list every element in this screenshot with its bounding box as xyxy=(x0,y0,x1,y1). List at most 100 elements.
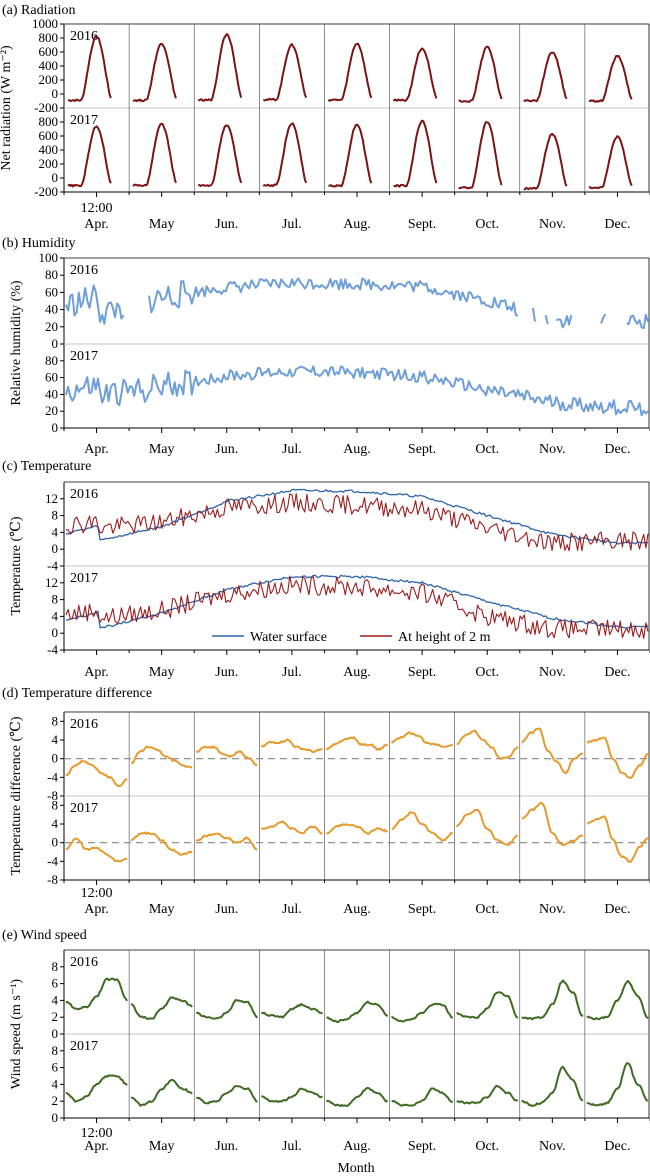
humidity-line-2016 xyxy=(148,277,519,317)
radiation-line-2017-Jul. xyxy=(262,122,308,188)
panel-title-e: (e) Wind speed xyxy=(2,928,87,943)
month-label-6: Oct. xyxy=(475,442,499,457)
month-label-3: Jul. xyxy=(282,1139,302,1154)
d-line-2016-Nov. xyxy=(521,727,583,774)
x-axis-label: Month xyxy=(337,1161,374,1176)
year-label-2017: 2017 xyxy=(70,571,98,586)
month-label-1: May xyxy=(149,217,175,232)
y-tick-label: -8 xyxy=(47,788,58,803)
e-line-2016-Oct. xyxy=(456,991,519,1019)
y-tick-label: 12 xyxy=(45,491,58,506)
y-axis-label-a: Net radiation (W m⁻²) xyxy=(0,45,14,171)
humidity-line-2016 xyxy=(544,314,549,325)
radiation-line-2016-Apr. xyxy=(67,35,112,102)
month-label-1: May xyxy=(149,1139,175,1154)
year-label-2016: 2016 xyxy=(70,29,98,44)
noon-label: 12:00 xyxy=(81,1126,113,1141)
month-label-4: Aug. xyxy=(343,442,371,457)
y-tick-label: 6 xyxy=(52,976,59,991)
y-tick-label: 0 xyxy=(52,751,59,766)
humidity-line-2016 xyxy=(626,313,649,330)
month-label-4: Aug. xyxy=(343,217,371,232)
month-label-6: Oct. xyxy=(475,217,499,232)
e-line-2017-Aug. xyxy=(326,1087,389,1107)
humidity-line-2017 xyxy=(65,365,649,417)
e-line-2017-Jul. xyxy=(261,1087,323,1103)
y-tick-label: 80 xyxy=(45,353,58,368)
y-tick-label: 40 xyxy=(45,386,58,401)
month-label-8: Dec. xyxy=(604,442,630,457)
y-axis-label-b: Relative humidity (%) xyxy=(9,280,24,406)
e-line-2016-Aug. xyxy=(326,1000,389,1024)
month-label-1: May xyxy=(149,442,175,457)
month-label-2: Jun. xyxy=(215,665,238,680)
month-label-7: Nov. xyxy=(539,902,566,917)
d-line-2016-Dec. xyxy=(586,736,649,779)
year-label-2017: 2017 xyxy=(70,801,98,816)
d-line-2016-Jun. xyxy=(195,745,258,767)
y-tick-label: 8 xyxy=(52,713,59,728)
d-line-2017-Nov. xyxy=(521,801,583,847)
radiation-line-2017-Nov. xyxy=(523,132,568,191)
y-tick-label: 0 xyxy=(52,86,59,101)
month-label-1: May xyxy=(149,665,175,680)
y-tick-label: -200 xyxy=(34,184,58,199)
e-line-2017-May xyxy=(130,1078,193,1107)
humidity-line-2016 xyxy=(531,307,536,322)
month-label-0: Apr. xyxy=(84,442,109,457)
y-tick-label: 80 xyxy=(45,267,58,282)
y-tick-label: -200 xyxy=(34,100,58,115)
y-tick-label: 0 xyxy=(52,1026,59,1041)
month-label-4: Aug. xyxy=(343,665,371,680)
month-label-5: Sept. xyxy=(408,665,436,680)
d-line-2016-Apr. xyxy=(65,760,128,787)
panel-title-b: (b) Humidity xyxy=(2,236,76,251)
month-label-5: Sept. xyxy=(408,1139,436,1154)
y-tick-label: 20 xyxy=(45,319,58,334)
y-tick-label: 800 xyxy=(39,30,59,45)
radiation-line-2016-Sept. xyxy=(392,47,438,102)
y-tick-label: 0 xyxy=(52,1110,59,1125)
noon-label: 12:00 xyxy=(81,201,113,216)
e-line-2017-Apr. xyxy=(65,1074,128,1103)
panel-title-d: (d) Temperature difference xyxy=(2,686,152,701)
y-tick-label: 4 xyxy=(52,608,59,623)
month-label-0: Apr. xyxy=(84,217,109,232)
y-tick-label: 0 xyxy=(52,835,59,850)
month-label-4: Aug. xyxy=(343,902,371,917)
y-tick-label: 40 xyxy=(45,302,58,317)
e-line-2017-Nov. xyxy=(521,1065,584,1107)
month-label-3: Jul. xyxy=(282,442,302,457)
y-tick-label: 4 xyxy=(52,992,59,1007)
y-tick-label: 60 xyxy=(45,284,58,299)
d-line-2017-Apr. xyxy=(65,837,128,863)
year-label-2017: 2017 xyxy=(70,349,98,364)
y-tick-label: 600 xyxy=(39,44,59,59)
radiation-line-2017-May xyxy=(132,122,177,187)
y-tick-label: 6 xyxy=(52,1060,59,1075)
e-line-2017-Dec. xyxy=(586,1062,649,1107)
y-tick-label: 0 xyxy=(52,336,59,351)
month-label-0: Apr. xyxy=(84,665,109,680)
month-label-3: Jul. xyxy=(282,665,302,680)
month-label-4: Aug. xyxy=(343,1139,371,1154)
year-label-2016: 2016 xyxy=(70,487,98,502)
radiation-line-2016-Aug. xyxy=(327,42,373,102)
humidity-line-2016 xyxy=(600,313,607,324)
y-tick-label: 2 xyxy=(52,1009,59,1024)
month-label-8: Dec. xyxy=(604,902,630,917)
month-label-7: Nov. xyxy=(539,217,566,232)
month-label-3: Jul. xyxy=(282,902,302,917)
y-tick-label: 2 xyxy=(52,1093,59,1108)
month-label-7: Nov. xyxy=(539,665,566,680)
month-label-5: Sept. xyxy=(408,442,436,457)
month-label-8: Dec. xyxy=(604,665,630,680)
d-line-2017-Oct. xyxy=(455,808,518,847)
month-label-2: Jun. xyxy=(215,1139,238,1154)
radiation-line-2016-Jun. xyxy=(197,33,243,102)
year-label-2017: 2017 xyxy=(70,113,98,128)
e-line-2017-Jun. xyxy=(195,1085,258,1105)
d-line-2017-Aug. xyxy=(326,823,389,835)
month-label-2: Jun. xyxy=(215,442,238,457)
legend-label-water: Water surface xyxy=(250,630,327,645)
